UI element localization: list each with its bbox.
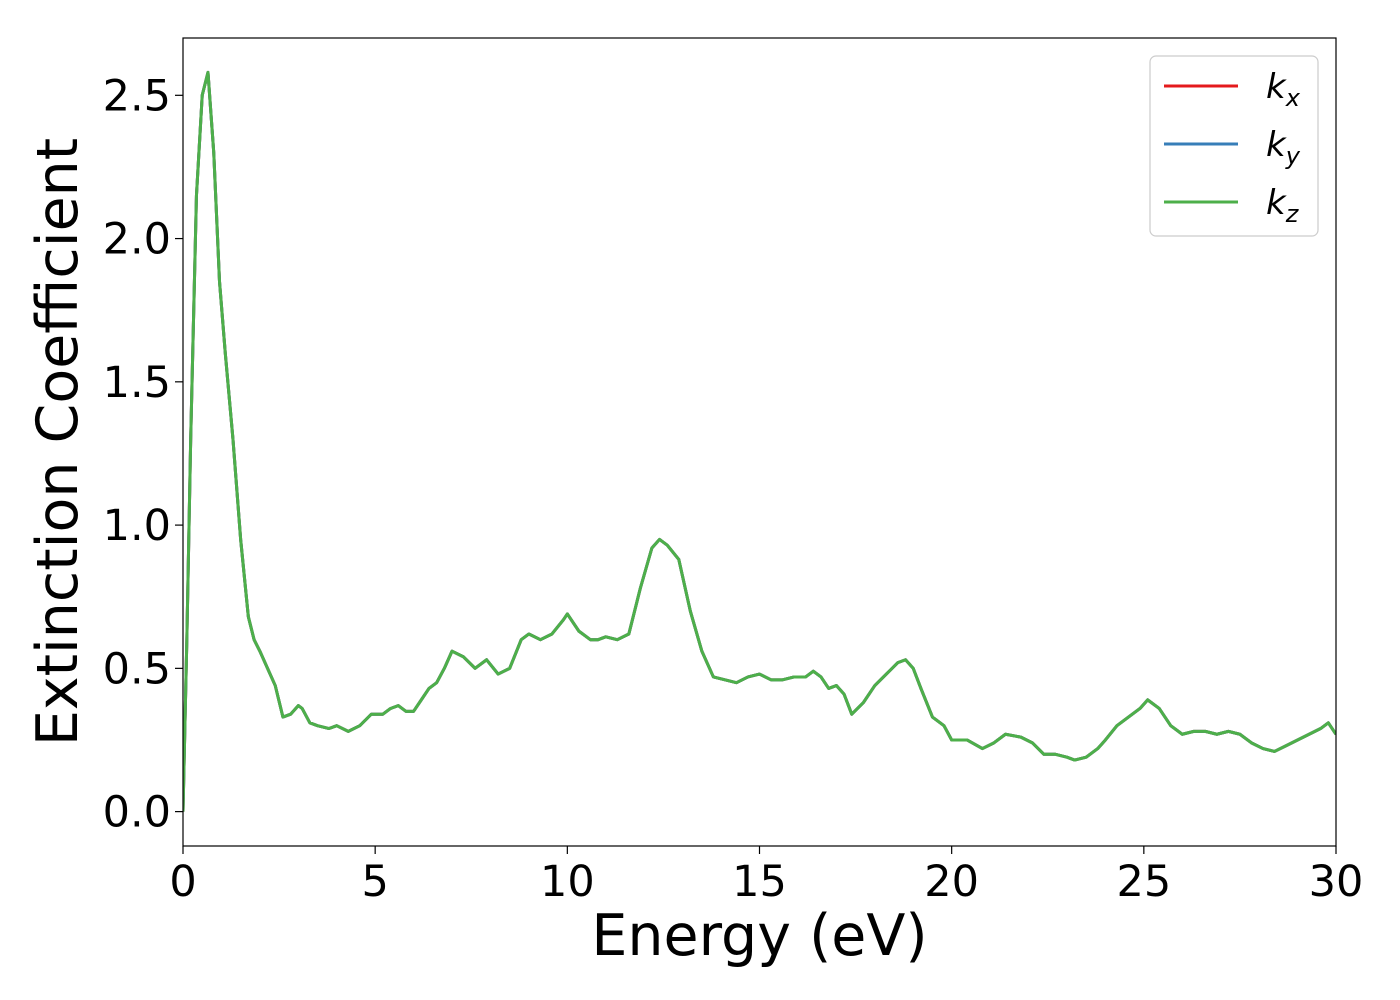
series-line-k-z (183, 70, 1336, 812)
x-tick-label: 0 (169, 857, 196, 907)
y-tick-label: 1.5 (103, 358, 171, 408)
x-tick-label: 20 (924, 857, 979, 907)
x-tick-label: 30 (1309, 857, 1364, 907)
x-axis-label: Energy (eV) (591, 903, 927, 969)
x-tick-label: 15 (732, 857, 787, 907)
x-tick-label: 5 (361, 857, 388, 907)
y-tick-label: 0.0 (103, 788, 171, 838)
legend: kx ky kz (1149, 55, 1319, 237)
y-axis-ticks: 0.0 0.5 1.0 1.5 2.0 2.5 (103, 71, 183, 838)
x-axis-ticks: 0 5 10 15 20 25 30 (169, 846, 1363, 907)
y-tick-label: 2.5 (103, 71, 171, 121)
y-axis-label: Extinction Coefficient (25, 138, 91, 746)
series-layer (183, 70, 1336, 812)
legend-label: ky (1266, 125, 1301, 170)
x-tick-label: 10 (540, 857, 595, 907)
y-tick-label: 1.0 (103, 501, 171, 551)
legend-label: kx (1266, 67, 1301, 112)
y-tick-label: 0.5 (103, 644, 171, 694)
y-tick-label: 2.0 (103, 215, 171, 265)
x-tick-label: 25 (1116, 857, 1171, 907)
legend-label: kz (1266, 183, 1300, 228)
legend-box (1149, 55, 1319, 237)
